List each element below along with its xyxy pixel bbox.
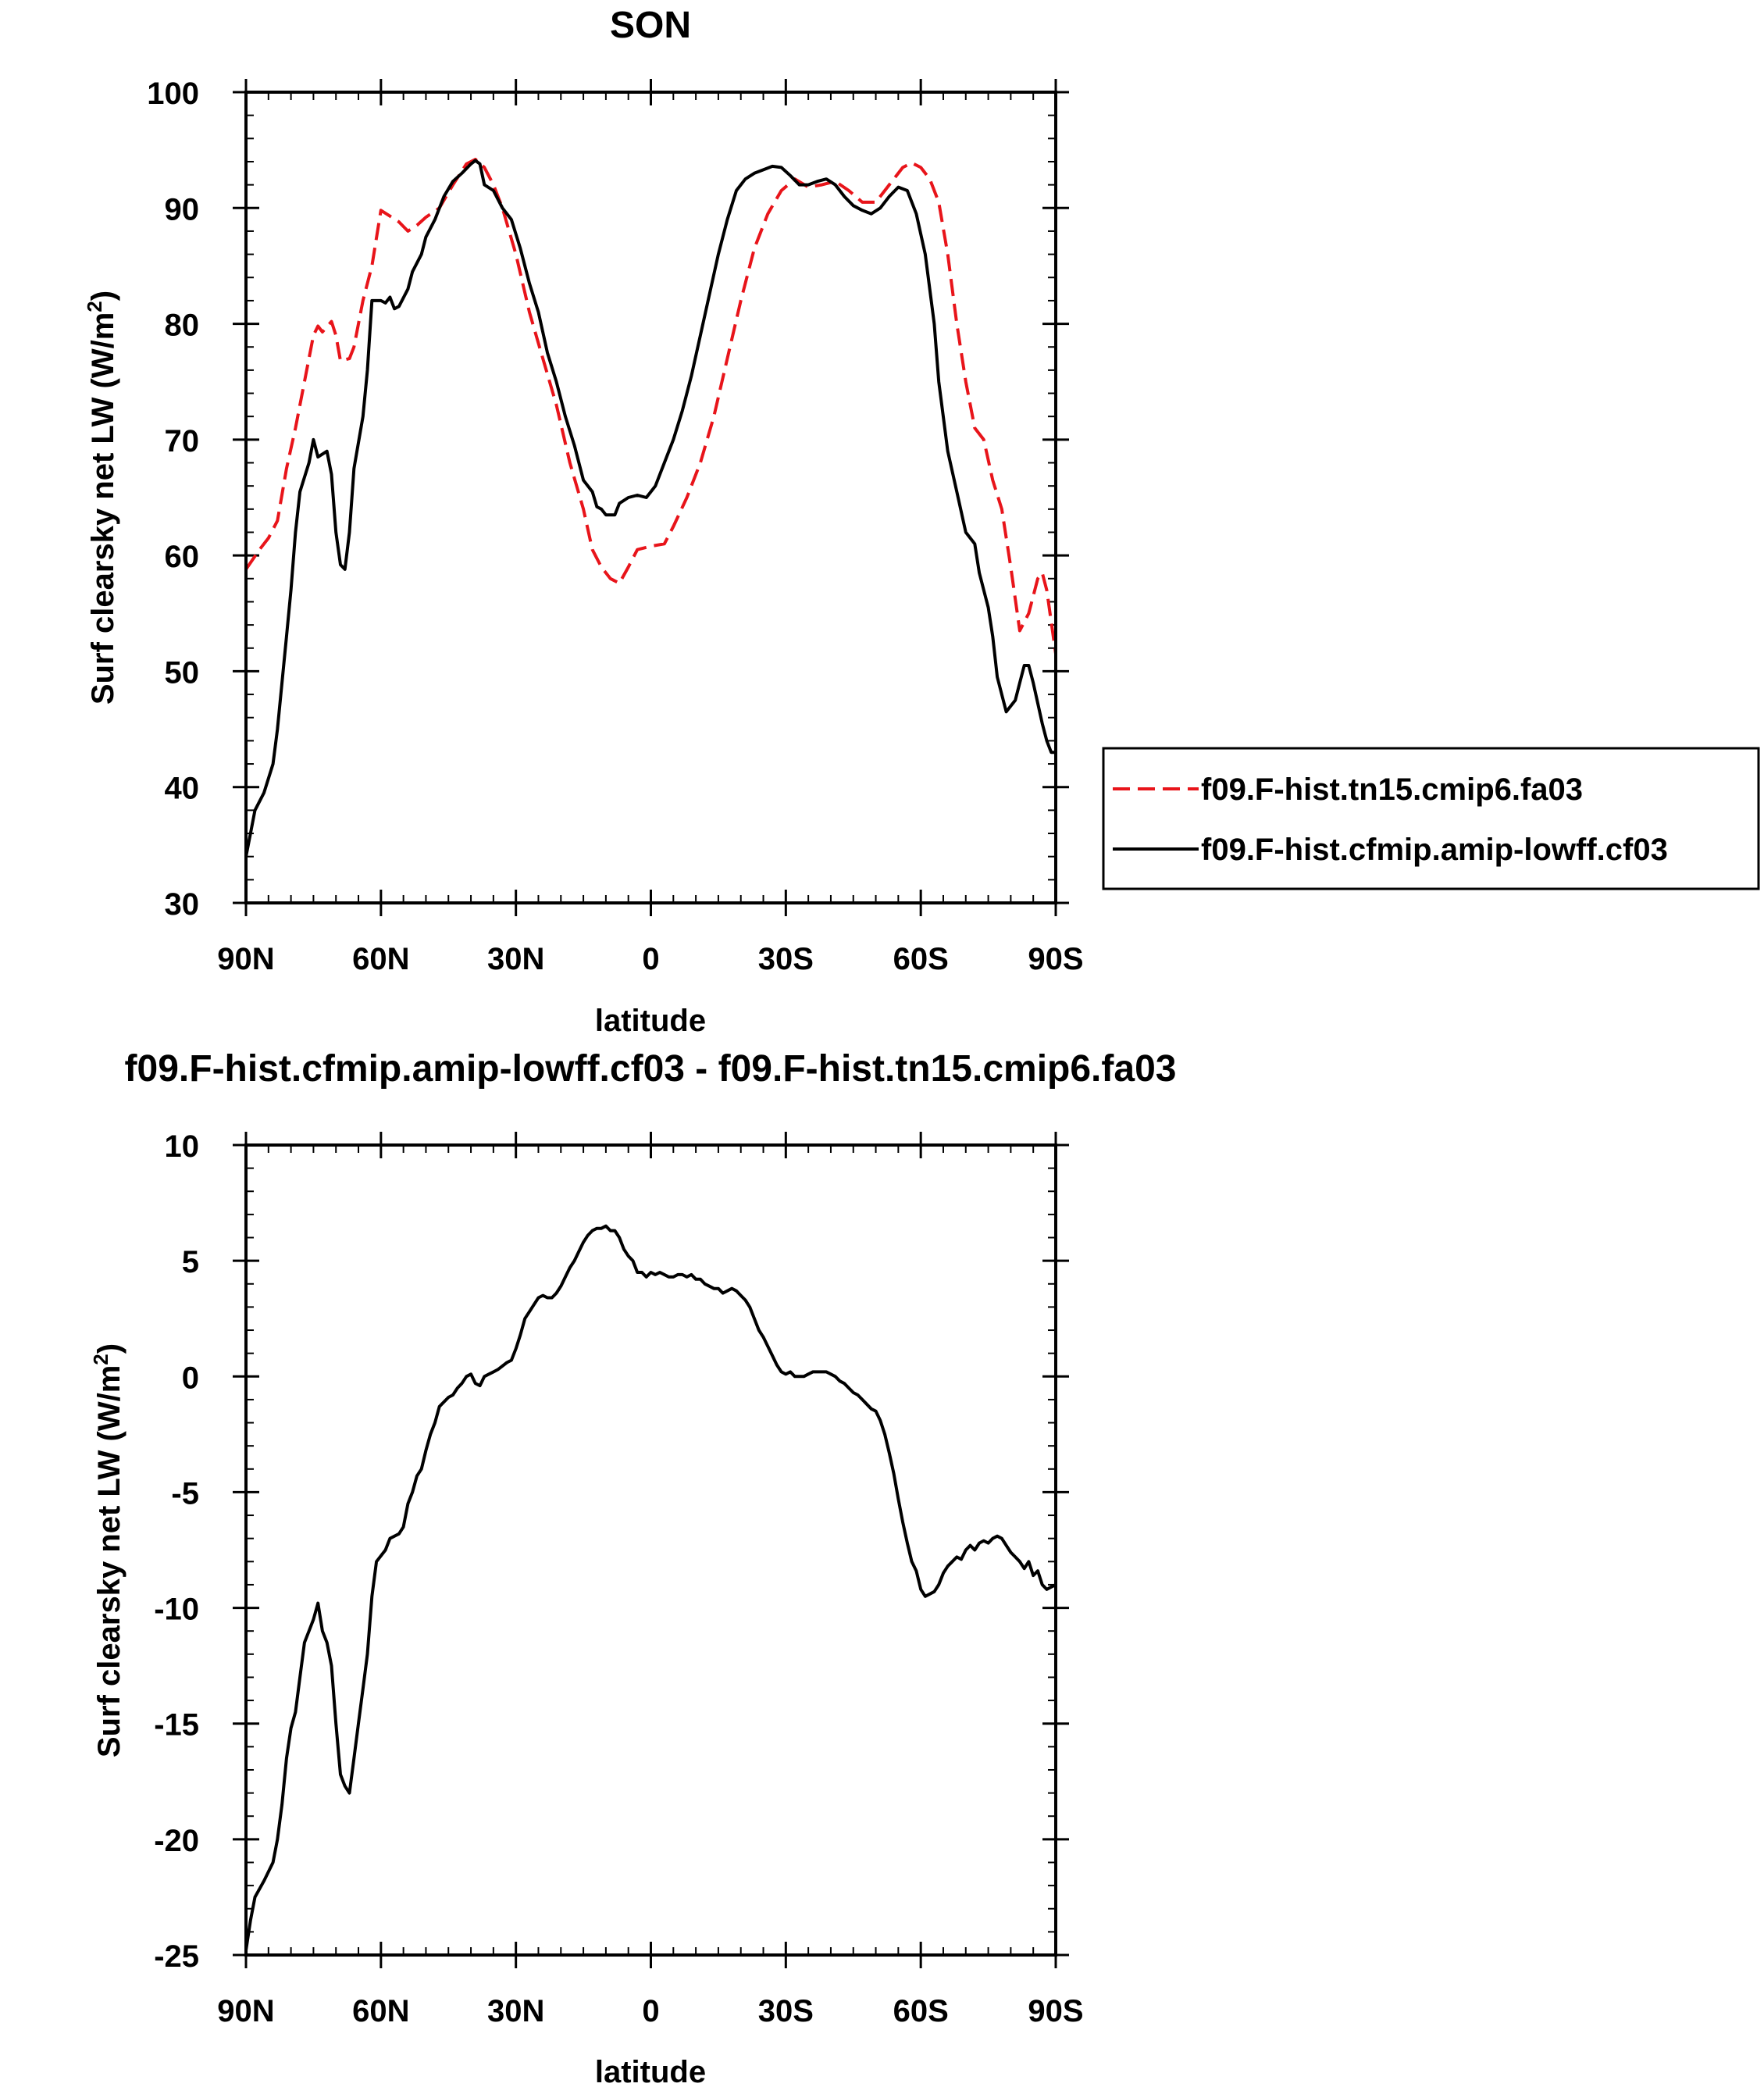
series-lines xyxy=(244,1224,1057,1951)
x-tick-label: 90S xyxy=(1028,1994,1083,2028)
legend-label-experiment: f09.F-hist.cfmip.amip-lowff.cf03 xyxy=(1201,833,1668,867)
x-tick-label: 60N xyxy=(352,1994,409,2028)
series-line-0 xyxy=(244,158,1057,655)
series-lines xyxy=(244,158,1057,858)
chart-title: f09.F-hist.cfmip.amip-lowff.cf03 - f09.F… xyxy=(125,1048,1177,1090)
x-tick-labels: 90N 60N 30N 0 30S 60S 90S xyxy=(217,942,1083,976)
x-axis-label: latitude xyxy=(595,2055,706,2087)
y-tick-labels: 100 90 80 70 60 50 40 30 xyxy=(147,77,199,922)
chart-title: SON xyxy=(610,5,691,46)
y-tick-label: 70 xyxy=(165,424,200,458)
series-line-1 xyxy=(244,159,1056,858)
legend-label-control: f09.F-hist.tn15.cmip6.fa03 xyxy=(1201,772,1583,807)
axis-ticks xyxy=(233,1132,1069,1968)
legend-box xyxy=(1102,747,1760,890)
y-tick-label: -15 xyxy=(154,1708,199,1743)
y-tick-label: 10 xyxy=(165,1129,200,1164)
x-tick-label: 30N xyxy=(487,942,544,976)
plot-frame xyxy=(244,91,1057,904)
x-tick-label: 0 xyxy=(642,1994,659,2028)
x-tick-label: 90S xyxy=(1028,942,1083,976)
x-tick-label: 60N xyxy=(352,942,409,976)
y-tick-label: 90 xyxy=(165,192,200,227)
series-line-0 xyxy=(244,1224,1057,1951)
axis-ticks xyxy=(233,79,1069,916)
x-tick-label: 60S xyxy=(893,942,949,976)
y-tick-label: 60 xyxy=(165,540,200,574)
panel-bottom: f09.F-hist.cfmip.amip-lowff.cf03 - f09.F… xyxy=(89,1048,1176,2087)
x-axis-label: latitude xyxy=(595,1004,706,1038)
y-tick-label: 100 xyxy=(147,77,199,111)
y-tick-label: -10 xyxy=(154,1593,199,1627)
y-tick-label: -5 xyxy=(171,1476,199,1511)
y-tick-labels: 10 5 0 -5 -10 -15 -20 -25 xyxy=(154,1129,199,1974)
x-tick-labels: 90N 60N 30N 0 30S 60S 90S xyxy=(217,1994,1083,2028)
y-tick-label: 40 xyxy=(165,772,200,806)
x-tick-label: 30S xyxy=(758,1994,814,2028)
plot-frame xyxy=(244,1143,1057,1957)
y-tick-label: 80 xyxy=(165,309,200,343)
y-tick-label: 50 xyxy=(165,655,200,690)
y-tick-label: 5 xyxy=(182,1245,199,1279)
legend: f09.F-hist.tn15.cmip6.fa03 f09.F-hist.cf… xyxy=(1102,747,1760,890)
x-tick-label: 0 xyxy=(642,942,659,976)
y-tick-label: -25 xyxy=(154,1939,199,1974)
x-tick-label: 90N xyxy=(217,942,274,976)
x-tick-label: 90N xyxy=(217,1994,274,2028)
x-tick-label: 60S xyxy=(893,1994,949,2028)
y-tick-label: -20 xyxy=(154,1824,199,1858)
y-axis-label: Surf clearsky net LW (W/m2) xyxy=(83,291,120,705)
x-tick-label: 30S xyxy=(758,942,814,976)
y-tick-label: 30 xyxy=(165,887,200,922)
y-axis-label: Surf clearsky net LW (W/m2) xyxy=(89,1343,127,1757)
x-tick-label: 30N xyxy=(487,1994,544,2028)
y-tick-label: 0 xyxy=(182,1361,199,1395)
